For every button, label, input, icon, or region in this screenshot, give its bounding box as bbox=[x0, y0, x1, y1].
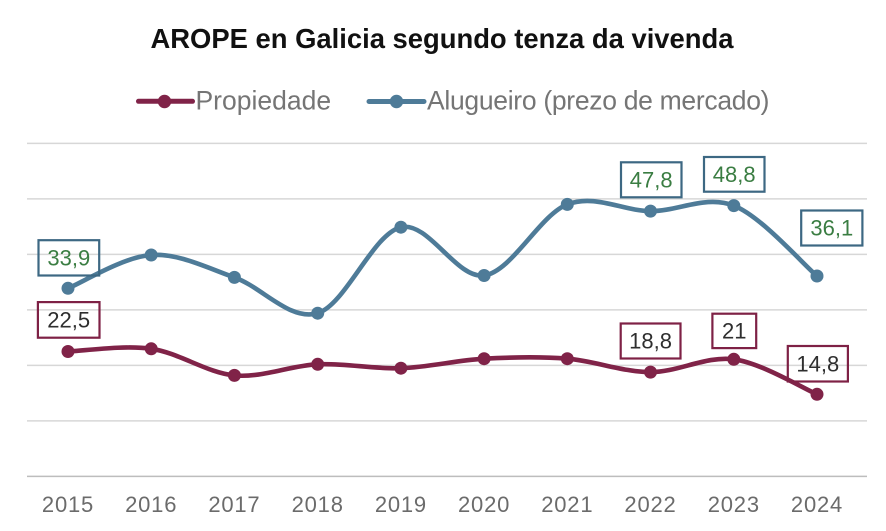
svg-text:33,9: 33,9 bbox=[47, 246, 90, 271]
svg-text:2022: 2022 bbox=[624, 492, 676, 517]
svg-text:2019: 2019 bbox=[375, 492, 427, 517]
svg-text:14,8: 14,8 bbox=[796, 351, 839, 376]
svg-text:2023: 2023 bbox=[708, 492, 760, 517]
svg-text:2020: 2020 bbox=[458, 492, 510, 517]
svg-text:AROPE en Galicia segundo tenza: AROPE en Galicia segundo tenza da vivend… bbox=[151, 23, 735, 54]
svg-text:2015: 2015 bbox=[42, 492, 94, 517]
svg-text:18,8: 18,8 bbox=[629, 329, 672, 354]
svg-text:47,8: 47,8 bbox=[630, 168, 673, 193]
svg-text:2016: 2016 bbox=[125, 492, 177, 517]
svg-text:Propiedade: Propiedade bbox=[196, 86, 332, 116]
svg-text:48,8: 48,8 bbox=[713, 162, 756, 187]
svg-text:Alugueiro (prezo de mercado): Alugueiro (prezo de mercado) bbox=[427, 86, 769, 116]
svg-text:2018: 2018 bbox=[292, 492, 344, 517]
svg-text:21: 21 bbox=[722, 319, 746, 344]
svg-text:2024: 2024 bbox=[791, 492, 843, 517]
svg-text:2021: 2021 bbox=[541, 492, 593, 517]
svg-text:22,5: 22,5 bbox=[47, 308, 90, 333]
svg-text:36,1: 36,1 bbox=[810, 216, 853, 241]
svg-text:2017: 2017 bbox=[208, 492, 260, 517]
